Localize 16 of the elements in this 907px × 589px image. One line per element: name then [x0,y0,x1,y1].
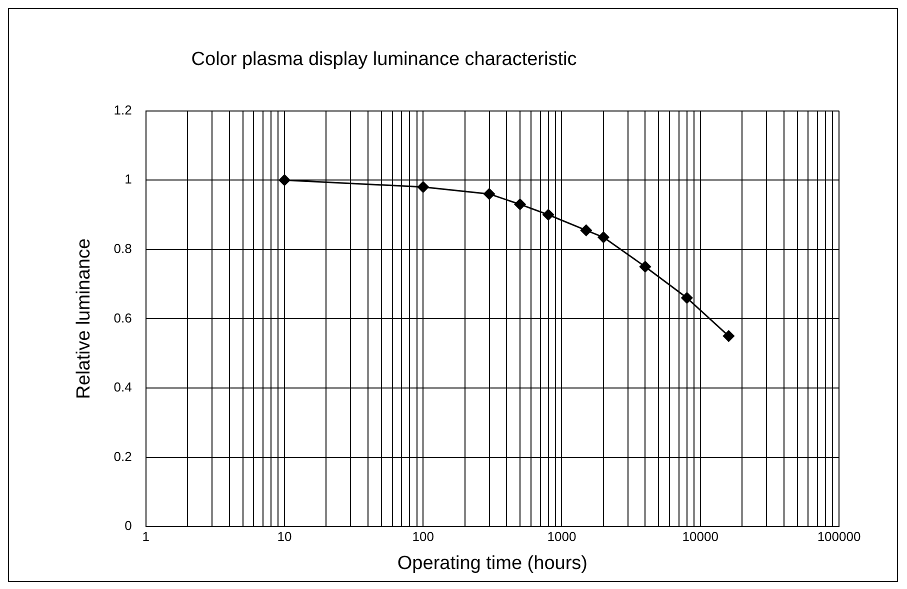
x-tick-label: 100 [412,528,434,544]
y-axis-title: Relative luminance [74,238,95,399]
x-tick-label: 1000 [547,528,576,544]
x-tick-label: 1 [142,528,150,544]
x-tick-label: 100000 [817,528,861,544]
chart-title: Color plasma display luminance characteristic [190,49,578,71]
x-tick-label: 10000 [682,528,718,544]
x-axis-title: Operating time (hours) [397,552,588,574]
y-tick-label: 0.4 [114,380,132,395]
y-tick-label: 1.2 [114,102,132,118]
y-tick-label: 0.2 [114,448,132,464]
y-tick-label: 0 [124,518,132,534]
y-tick-label: 0.6 [114,310,132,326]
y-tick-label: 1 [124,172,132,187]
y-tick-label: 0.8 [114,240,132,256]
x-tick-label: 10 [277,528,292,544]
